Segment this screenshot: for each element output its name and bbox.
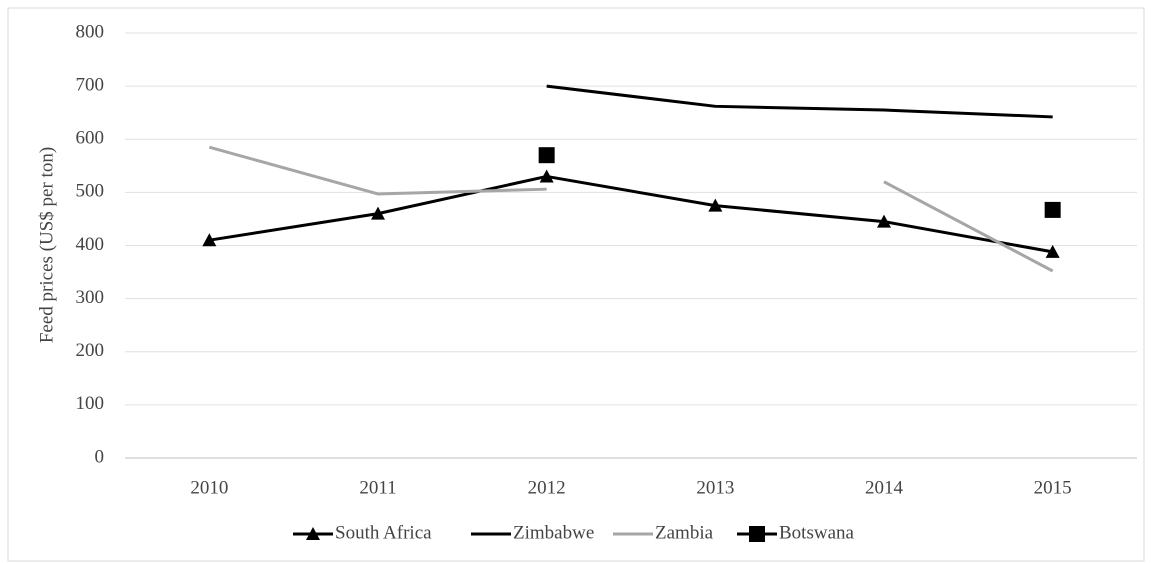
- data-point: [538, 147, 555, 164]
- y-tick-label: 0: [95, 446, 105, 467]
- y-axis-label: Feed prices (US$ per ton): [36, 147, 57, 343]
- y-tick-label: 500: [76, 181, 105, 202]
- legend-label: Zambia: [655, 522, 714, 543]
- legend-marker: [749, 526, 765, 542]
- data-point: [708, 198, 723, 212]
- x-tick-label: 2011: [359, 477, 396, 498]
- series-line: [209, 174, 1053, 254]
- x-tick-label: 2010: [190, 477, 228, 498]
- y-tick-label: 300: [76, 287, 105, 308]
- data-point: [371, 206, 385, 220]
- data-point: [877, 214, 891, 228]
- y-tick-label: 700: [76, 74, 105, 95]
- y-tick-label: 800: [76, 21, 105, 42]
- data-point: [202, 233, 217, 247]
- legend-label: South Africa: [335, 522, 432, 543]
- data-point: [539, 169, 554, 183]
- series-line: [208, 145, 1054, 273]
- y-tick-label: 600: [76, 128, 105, 149]
- series-line: [546, 84, 1053, 119]
- y-tick-label: 400: [76, 234, 105, 255]
- data-point: [1044, 201, 1061, 218]
- x-tick-label: 2012: [528, 477, 566, 498]
- legend-marker: [306, 527, 320, 540]
- y-tick-label: 100: [76, 393, 105, 414]
- chart-frame: [7, 7, 1145, 562]
- y-tick-label: 200: [76, 340, 105, 361]
- legend-label: Botswana: [779, 522, 855, 543]
- x-tick-label: 2015: [1034, 477, 1072, 498]
- x-tick-label: 2014: [865, 477, 904, 498]
- legend-label: Zimbabwe: [513, 522, 594, 543]
- data-point: [1045, 244, 1060, 258]
- x-tick-label: 2013: [696, 477, 734, 498]
